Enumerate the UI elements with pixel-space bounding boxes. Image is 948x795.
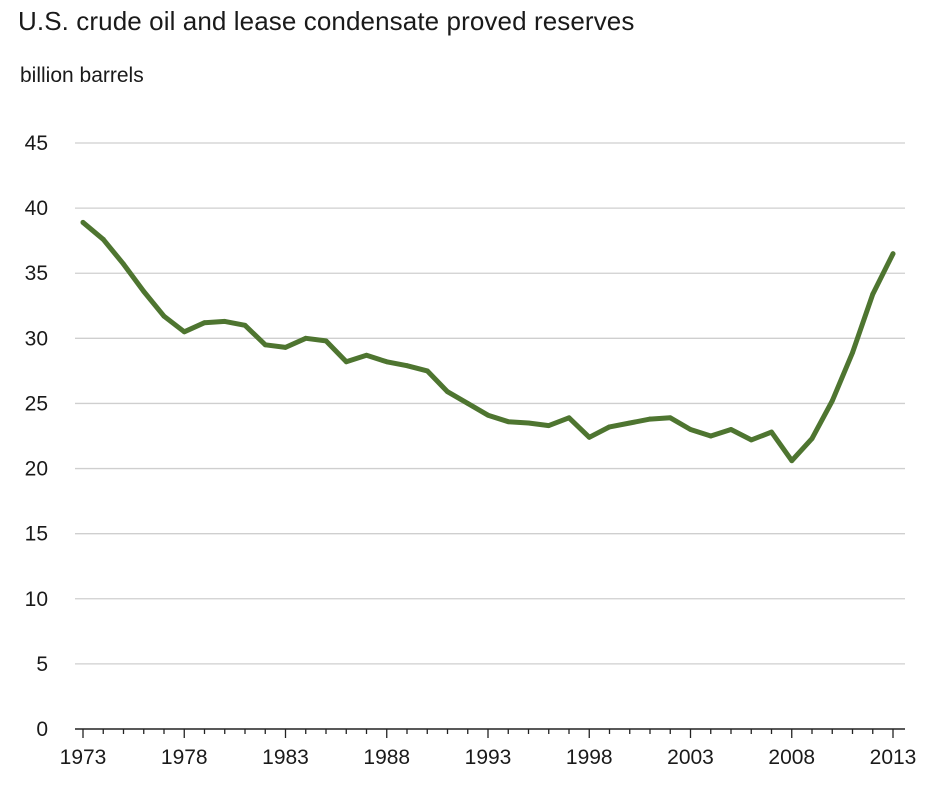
data-point-2007 xyxy=(769,429,774,435)
x-tick-label-1978: 1978 xyxy=(161,746,208,769)
data-point-1996 xyxy=(546,423,552,428)
y-tick-label-30: 30 xyxy=(25,327,48,350)
data-point-2013 xyxy=(890,251,896,257)
data-point-2009 xyxy=(809,436,815,442)
data-point-1975 xyxy=(121,261,126,267)
data-point-2012 xyxy=(870,291,876,297)
data-point-2004 xyxy=(708,433,714,439)
x-tick-label-1988: 1988 xyxy=(363,746,410,769)
y-tick-label-40: 40 xyxy=(25,197,48,220)
x-axis: 1973 1978 1983 1988 1993 1998 2003 2008 2013 xyxy=(60,728,917,769)
data-point-2002 xyxy=(667,415,673,421)
data-point-1985 xyxy=(323,338,329,344)
data-point-1997 xyxy=(566,415,572,421)
data-point-2003 xyxy=(688,427,693,432)
x-tick-label-1983: 1983 xyxy=(262,746,309,769)
data-point-1981 xyxy=(242,322,248,328)
y-tick-label-15: 15 xyxy=(25,523,48,546)
data-point-1999 xyxy=(607,424,612,430)
x-tick-label-1993: 1993 xyxy=(465,746,512,769)
data-point-1993 xyxy=(485,412,491,418)
y-tick-label-25: 25 xyxy=(25,392,48,415)
data-point-2000 xyxy=(627,420,633,426)
data-point-1977 xyxy=(161,313,167,319)
y-tick-label-35: 35 xyxy=(25,262,48,285)
data-point-1974 xyxy=(100,236,106,242)
data-point-1994 xyxy=(505,419,511,425)
x-tick-label-2013: 2013 xyxy=(870,746,917,769)
data-point-1991 xyxy=(445,389,450,395)
data-point-1983 xyxy=(283,345,288,350)
data-point-2001 xyxy=(647,416,653,422)
y-tick-label-20: 20 xyxy=(25,458,48,481)
data-point-1982 xyxy=(262,342,268,348)
data-point-1978 xyxy=(181,329,187,335)
data-point-1976 xyxy=(141,289,147,294)
data-point-1998 xyxy=(586,434,592,440)
y-tick-label-5: 5 xyxy=(36,653,48,676)
y-axis-unit-label: billion barrels xyxy=(20,64,144,87)
x-tick-label-1973: 1973 xyxy=(60,746,107,769)
x-tick-label-2003: 2003 xyxy=(667,746,714,769)
data-point-1979 xyxy=(202,320,207,326)
y-tick-label-10: 10 xyxy=(25,588,48,611)
data-point-1989 xyxy=(404,363,410,369)
data-point-1988 xyxy=(384,359,390,365)
data-point-1992 xyxy=(465,401,471,406)
data-point-2005 xyxy=(728,427,734,432)
x-tick-label-1998: 1998 xyxy=(566,746,613,769)
series-line-0 xyxy=(80,219,896,464)
data-point-1980 xyxy=(222,319,228,324)
data-point-1986 xyxy=(343,359,349,365)
y-tick-label-0: 0 xyxy=(36,718,48,741)
gridlines xyxy=(75,142,905,665)
y-axis-ticks: 0 5 10 15 20 25 30 35 40 45 xyxy=(25,132,48,741)
data-point-1973 xyxy=(80,220,86,225)
data-point-2010 xyxy=(829,398,835,404)
data-point-1990 xyxy=(424,368,430,374)
x-tick-label-2008: 2008 xyxy=(768,746,815,769)
series-group xyxy=(80,219,896,464)
data-point-2008 xyxy=(789,458,795,464)
data-point-2011 xyxy=(850,350,855,356)
chart-title: U.S. crude oil and lease condensate prov… xyxy=(18,6,635,36)
data-point-1984 xyxy=(303,335,309,341)
data-point-1995 xyxy=(526,420,531,426)
data-point-2006 xyxy=(748,437,754,443)
data-point-1987 xyxy=(364,352,369,358)
y-tick-label-45: 45 xyxy=(25,132,48,155)
